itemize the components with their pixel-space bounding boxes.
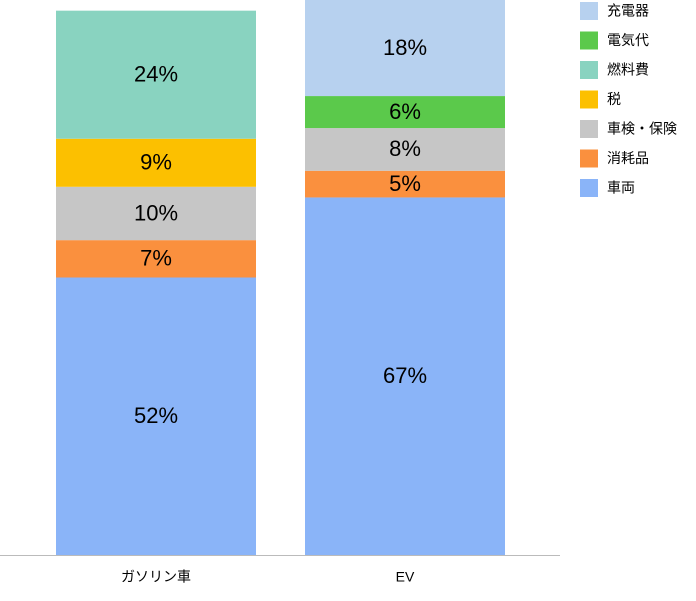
bar-segment xyxy=(56,186,256,241)
legend-label: 燃料費 xyxy=(607,62,649,78)
legend-label: 車両 xyxy=(607,180,635,196)
bar-segment xyxy=(56,240,256,278)
x-tick-label: ガソリン車 xyxy=(121,569,191,585)
legend-swatch xyxy=(580,61,598,79)
legend-swatch xyxy=(580,120,598,138)
value-label: 18% xyxy=(383,35,427,60)
legend-swatch xyxy=(580,179,598,197)
legend-swatch xyxy=(580,90,598,109)
value-label: 8% xyxy=(389,136,421,161)
legend-swatch xyxy=(580,149,598,168)
legend-label: 充電器 xyxy=(607,3,649,19)
bar-segment xyxy=(305,0,505,97)
legend-swatch xyxy=(580,2,598,20)
bar-segment xyxy=(305,128,505,171)
x-tick-label: EV xyxy=(396,569,415,585)
value-label: 7% xyxy=(140,246,172,271)
bar-segment xyxy=(56,277,256,555)
bar-segment xyxy=(305,96,505,129)
bar-segment xyxy=(56,10,256,139)
value-label: 5% xyxy=(389,171,421,196)
legend-label: 電気代 xyxy=(607,32,649,48)
value-label: 9% xyxy=(140,150,172,175)
legend-label: 車検・保険 xyxy=(607,121,677,137)
value-label: 6% xyxy=(389,99,421,124)
value-label: 67% xyxy=(383,363,427,388)
bar-segment xyxy=(56,138,256,187)
bar-segment xyxy=(305,170,505,198)
legend-label: 税 xyxy=(607,91,621,107)
legend-swatch xyxy=(580,31,598,50)
bar-segment xyxy=(305,197,505,556)
value-label: 10% xyxy=(134,200,178,225)
legend-label: 消耗品 xyxy=(607,150,649,166)
value-label: 52% xyxy=(134,403,178,428)
value-label: 24% xyxy=(134,62,178,87)
